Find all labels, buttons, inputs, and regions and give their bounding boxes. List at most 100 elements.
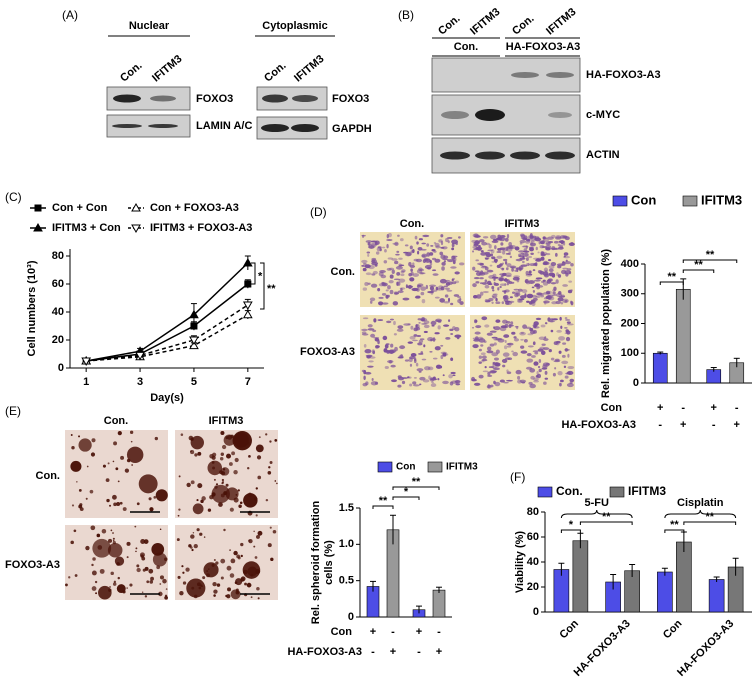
cell [543,338,549,341]
cell [386,267,392,271]
cell [424,366,431,371]
significance-bracket [372,505,394,509]
cell [447,297,451,303]
cell [550,357,555,361]
spheroid [124,468,130,473]
significance-label: ** [267,283,276,295]
spheroid [240,577,245,582]
cell [445,337,451,340]
cell [529,263,537,267]
cell [439,251,444,256]
cell [555,252,558,257]
cell [494,245,497,250]
cell [474,270,480,273]
cell [454,379,461,384]
y-tick-label: 20 [527,581,539,593]
cell [560,240,564,245]
cell [535,317,542,321]
cell [570,262,574,267]
cell [567,365,575,370]
cell [506,279,510,284]
cell [434,296,440,299]
cell [499,379,506,383]
cell [513,338,520,342]
cell [361,234,366,237]
marker [189,336,199,346]
cell [386,243,389,249]
blot [106,86,191,111]
cell [557,297,564,302]
cell [536,370,539,376]
cell [382,335,388,341]
blot-label: HA-FOXO3-A3 [586,69,661,81]
cell [543,261,550,266]
cell [421,323,427,325]
cell [472,250,475,253]
spheroid [177,514,180,517]
cell [418,370,422,373]
spheroid [110,529,113,532]
spheroid [113,580,116,583]
cell [546,295,552,300]
spheroid [229,549,231,552]
cell [399,238,404,242]
spheroid [191,548,194,552]
spheroid [71,446,75,450]
spheroid [178,475,181,478]
cell [558,336,566,341]
cell [364,349,372,354]
spheroid [159,528,162,531]
cell [506,379,513,382]
cell [377,319,384,322]
cell [388,267,395,271]
cell [515,267,523,270]
bar [432,589,446,618]
cell [383,348,388,353]
cell [367,242,371,246]
cell [481,359,485,363]
spheroid [226,565,232,571]
spheroid [68,576,71,579]
cell [484,365,487,369]
spheroid [265,498,269,502]
marker [131,224,141,234]
cell [480,344,484,347]
series-line [86,304,249,362]
bar [553,569,570,613]
legend-label: IFITM3 + Con [52,222,121,234]
cell [441,266,445,271]
spheroid [216,583,221,587]
cell [506,371,512,375]
cell [497,247,502,252]
cell [493,293,498,296]
spheroid [223,491,228,496]
cell [474,331,481,335]
cell [519,331,526,336]
legend-swatch [609,486,625,498]
cell [367,324,373,328]
cell [551,301,558,305]
spheroid [200,499,204,504]
spheroid [109,586,111,588]
cell [441,262,446,266]
cell [402,297,410,301]
cell [521,289,528,294]
condition-sign: - [712,419,716,431]
spheroid [185,567,190,572]
cell [396,250,400,253]
spheroid [131,464,134,466]
cell [373,337,380,339]
spheroid [196,528,200,532]
cell [478,361,482,364]
x-tick-label: Con [557,617,581,641]
spheroid [134,525,137,528]
significance-label: ** [670,519,679,531]
spheroid [148,497,152,501]
cell [392,242,399,245]
spheroid [182,581,187,585]
cell [443,285,448,288]
cell [511,267,514,272]
cell [409,356,416,360]
significance-bracket [659,281,684,285]
spheroid [126,541,131,546]
